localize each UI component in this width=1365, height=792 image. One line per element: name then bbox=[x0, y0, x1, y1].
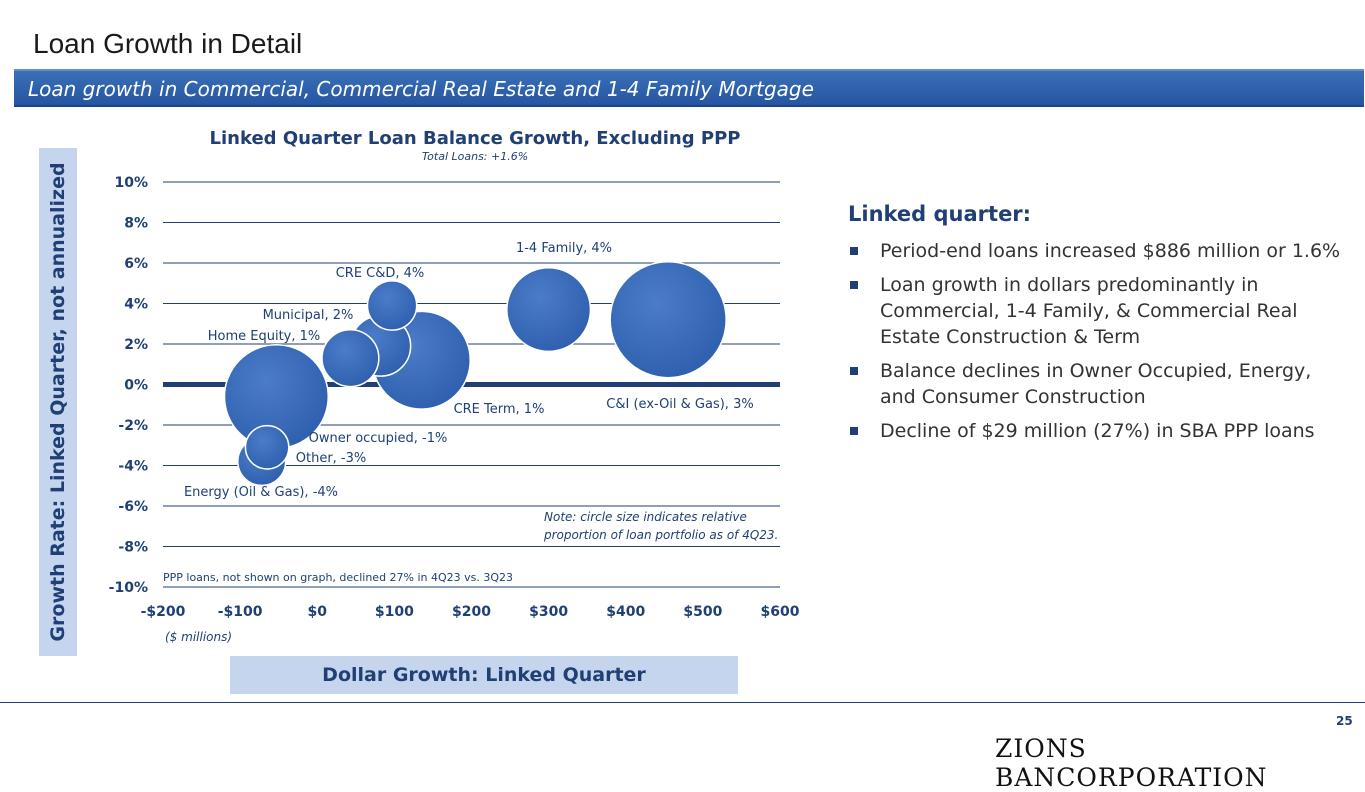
y-tick-label: -8% bbox=[118, 540, 148, 556]
x-tick-label: $600 bbox=[761, 604, 800, 620]
x-tick-label: $0 bbox=[308, 604, 328, 620]
bubble-label: CRE Term, 1% bbox=[454, 402, 545, 417]
y-tick-label: -4% bbox=[118, 459, 148, 475]
bullet-item: Loan growth in dollars predominantly in … bbox=[848, 272, 1348, 350]
square-bullet-icon bbox=[850, 247, 858, 255]
x-tick-label: $500 bbox=[683, 604, 722, 620]
bullet-item: Decline of $29 million (27%) in SBA PPP … bbox=[848, 418, 1348, 444]
x-tick-label: $200 bbox=[452, 604, 491, 620]
x-tick-label: -$100 bbox=[218, 604, 263, 620]
footer-divider bbox=[0, 702, 1365, 703]
sidebar-bullets: Period-end loans increased $886 million … bbox=[848, 238, 1348, 452]
axis-ticks: 10% 8% 6% 4% 2% 0% -2% -4% -6% -8% -10% -$200 -$100 $… bbox=[109, 175, 800, 620]
bubble-label: CRE C&D, 4% bbox=[336, 266, 425, 281]
bubble-label: Other, -3% bbox=[296, 451, 367, 466]
bubble bbox=[366, 280, 418, 331]
y-tick-label: 10% bbox=[114, 175, 148, 191]
bubble-label: Owner occupied, -1% bbox=[309, 431, 448, 446]
bullet-item: Balance declines in Owner Occupied, Ener… bbox=[848, 358, 1348, 410]
bubbles bbox=[223, 260, 727, 487]
square-bullet-icon bbox=[850, 281, 858, 289]
page-number: 25 bbox=[1336, 714, 1353, 728]
subtitle-text: Loan growth in Commercial, Commercial Re… bbox=[28, 77, 814, 101]
bubble bbox=[244, 424, 290, 470]
chart-subtitle: Total Loans: +1.6% bbox=[422, 150, 528, 163]
y-tick-label: -6% bbox=[118, 499, 148, 515]
ppp-note: PPP loans, not shown on graph, declined … bbox=[163, 571, 513, 584]
size-note: Note: circle size indicates relative pro… bbox=[543, 510, 778, 542]
bubble-label: Home Equity, 1% bbox=[208, 329, 321, 344]
y-tick-label: -2% bbox=[118, 418, 148, 434]
subtitle-banner: Loan growth in Commercial, Commercial Re… bbox=[14, 69, 1364, 107]
x-tick-label: -$200 bbox=[141, 604, 186, 620]
bubble-label: 1-4 Family, 4% bbox=[516, 241, 612, 256]
bubble bbox=[506, 267, 592, 353]
y-tick-label: 6% bbox=[124, 256, 148, 272]
bullet-text: Loan growth in dollars predominantly in … bbox=[880, 274, 1298, 348]
company-logo: ZIONS BANCORPORATION bbox=[995, 734, 1268, 792]
bubble-label: C&I (ex-Oil & Gas), 3% bbox=[606, 397, 753, 412]
sidebar-heading: Linked quarter: bbox=[848, 202, 1032, 226]
bubble-label: Municipal, 2% bbox=[263, 308, 354, 323]
square-bullet-icon bbox=[850, 427, 858, 435]
bubble bbox=[609, 260, 727, 379]
y-tick-label: 8% bbox=[124, 216, 148, 232]
y-tick-label: 2% bbox=[124, 337, 148, 353]
x-tick-label: $400 bbox=[606, 604, 645, 620]
bullet-text: Decline of $29 million (27%) in SBA PPP … bbox=[880, 420, 1315, 442]
x-tick-label: $100 bbox=[375, 604, 414, 620]
bubble-label: Energy (Oil & Gas), -4% bbox=[184, 485, 338, 500]
x-unit-note: ($ millions) bbox=[165, 630, 232, 644]
square-bullet-icon bbox=[850, 367, 858, 375]
y-axis-label-box bbox=[39, 148, 77, 656]
x-tick-label: $300 bbox=[529, 604, 568, 620]
bubble bbox=[321, 329, 380, 388]
bullet-item: Period-end loans increased $886 million … bbox=[848, 238, 1348, 264]
bubble-labels: C&I (ex-Oil & Gas), 3% 1-4 Family, 4% CRE … bbox=[184, 241, 754, 500]
y-tick-label: -10% bbox=[109, 580, 148, 596]
bullet-text: Balance declines in Owner Occupied, Ener… bbox=[880, 360, 1312, 408]
y-tick-label: 4% bbox=[124, 297, 148, 313]
bubble-chart: Linked Quarter Loan Balance Growth, Excl… bbox=[109, 128, 800, 644]
x-axis-label-box: Dollar Growth: Linked Quarter bbox=[230, 656, 738, 694]
x-axis-label: Dollar Growth: Linked Quarter bbox=[322, 664, 646, 686]
chart-title: Linked Quarter Loan Balance Growth, Excl… bbox=[210, 128, 741, 149]
y-tick-label: 0% bbox=[124, 378, 148, 394]
bullet-text: Period-end loans increased $886 million … bbox=[880, 240, 1341, 262]
page-title: Loan Growth in Detail bbox=[33, 28, 303, 59]
